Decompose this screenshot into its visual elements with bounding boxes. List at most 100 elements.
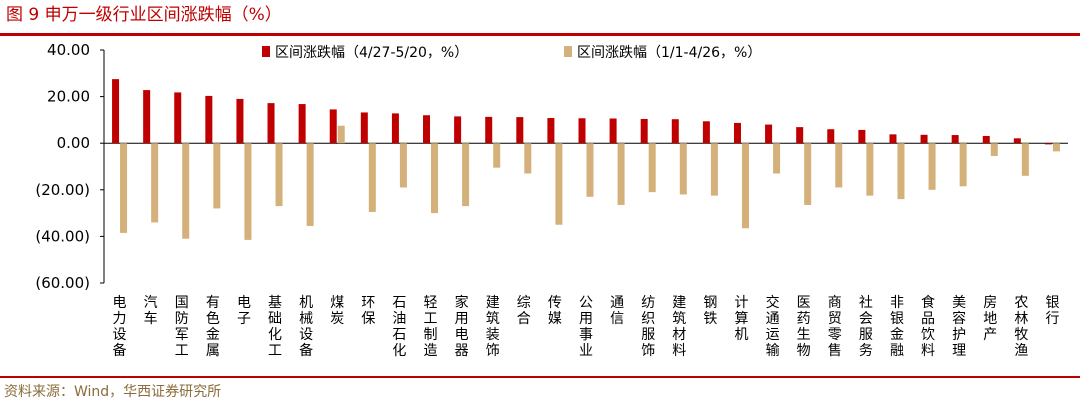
x-category-char: 运 [766, 327, 780, 343]
x-category-char: 合 [517, 311, 531, 327]
x-category-char: 算 [734, 311, 748, 327]
x-category-char: 牧 [1014, 327, 1028, 343]
bar-series2-环保 [368, 143, 376, 212]
x-category-char: 子 [237, 311, 251, 327]
x-category-text: 汽车 [144, 295, 158, 327]
x-category-char: 传 [548, 295, 562, 311]
x-category-text: 电力设备 [113, 295, 127, 359]
x-category-char: 石 [392, 295, 406, 311]
x-category-char: 铁 [703, 311, 717, 327]
y-axis: 40.00 20.00 0.00 (20.00) (40.00) (60.00) [35, 41, 1068, 292]
legend-swatch-series1 [262, 46, 270, 57]
bar-series2-钢铁 [710, 143, 718, 196]
x-category-text: 建筑材料 [672, 295, 686, 359]
x-category-text: 公用事业 [579, 295, 593, 359]
x-category-char: 计 [734, 295, 748, 311]
x-category-label: 传媒 [548, 295, 562, 327]
x-category-label: 国防军工 [175, 295, 189, 359]
x-category-char: 公 [579, 295, 593, 311]
x-category-char: 饰 [641, 343, 655, 359]
x-category-char: 电 [113, 295, 127, 311]
x-category-char: 力 [113, 311, 127, 327]
x-category-char: 金 [890, 327, 904, 343]
bar-series1-电子 [236, 98, 244, 144]
x-category-label: 汽车 [144, 295, 158, 327]
x-category-char: 织 [641, 311, 655, 327]
x-category-text: 煤炭 [330, 295, 344, 327]
x-category-label: 通信 [610, 295, 624, 327]
legend-label-series2: 区间涨跌幅（1/1-4/26，%） [577, 45, 761, 61]
source-note: 资料来源：Wind，华西证券研究所 [4, 384, 222, 400]
x-category-char: 地 [983, 311, 997, 327]
bar-series2-国防军工 [182, 143, 190, 239]
x-category-label: 电力设备 [113, 295, 127, 359]
x-category-text: 房地产 [983, 295, 997, 343]
x-category-char: 机 [734, 327, 748, 343]
bar-series2-轻工制造 [431, 143, 439, 214]
x-category-char: 电 [237, 295, 251, 311]
y-tick-label: 20.00 [47, 88, 90, 106]
x-category-char: 品 [921, 311, 935, 327]
x-category-char: 料 [672, 343, 686, 359]
bar-series2-石油石化 [399, 143, 407, 188]
x-category-char: 生 [797, 327, 811, 343]
x-category-char: 油 [392, 311, 406, 327]
x-category-text: 建筑装饰 [486, 295, 500, 359]
bar-series1-社会服务 [858, 129, 866, 144]
bar-series2-商贸零售 [835, 143, 843, 188]
x-category-text: 有色金属 [206, 295, 220, 359]
x-category-char: 国 [175, 295, 189, 311]
bar-series2-基础化工 [275, 143, 283, 207]
x-category-char: 容 [952, 310, 966, 327]
x-category-label: 纺织服饰 [641, 295, 655, 359]
x-category-text: 国防军工 [175, 295, 189, 359]
bar-series1-有色金属 [205, 95, 213, 144]
x-category-char: 筑 [672, 311, 686, 327]
x-category-char: 金 [206, 327, 220, 343]
x-category-char: 石 [392, 327, 406, 343]
bar-series2-非银金融 [897, 143, 905, 200]
x-category-char: 售 [828, 343, 842, 359]
bar-series1-商贸零售 [827, 129, 835, 144]
bar-series1-轻工制造 [423, 115, 431, 144]
bar-series1-煤炭 [329, 109, 337, 144]
x-category-char: 工 [424, 311, 438, 327]
legend-swatch-series2 [564, 46, 572, 57]
x-category-char: 造 [424, 343, 438, 359]
x-category-text: 基础化工 [268, 294, 282, 359]
y-tick-label: 0.00 [57, 134, 90, 152]
x-category-char: 交 [766, 294, 780, 311]
x-category-char: 物 [797, 343, 811, 359]
bar-series1-食品饮料 [920, 134, 928, 144]
x-category-char: 炭 [330, 311, 344, 327]
x-category-char: 电 [455, 327, 469, 343]
x-category-char: 综 [517, 295, 531, 311]
x-category-char: 农 [1014, 295, 1028, 311]
bar-series1-综合 [516, 117, 524, 144]
bar-series1-房地产 [982, 135, 990, 144]
x-category-char: 材 [672, 327, 686, 343]
bar-series2-医药生物 [804, 143, 812, 205]
x-category-char: 基 [268, 294, 282, 311]
x-category-text: 农林牧渔 [1014, 295, 1028, 359]
bar-series2-煤炭 [337, 125, 345, 144]
x-category-label: 房地产 [983, 295, 997, 343]
x-category-char: 煤 [330, 295, 344, 311]
x-category-text: 机械设备 [299, 295, 313, 359]
x-category-text: 计算机 [734, 295, 748, 343]
x-category-char: 食 [921, 294, 935, 311]
bar-series1-交通运输 [765, 124, 773, 144]
x-category-text: 银行 [1045, 295, 1059, 327]
x-category-char: 媒 [548, 311, 562, 327]
bar-series1-纺织服饰 [640, 118, 648, 144]
bar-series2-机械设备 [306, 143, 314, 226]
x-category-text: 美容护理 [952, 295, 966, 359]
bar-series2-汽车 [151, 143, 159, 223]
x-category-text: 纺织服饰 [641, 295, 655, 359]
x-category-char: 车 [144, 310, 158, 327]
bar-series1-医药生物 [796, 127, 804, 144]
x-category-char: 设 [299, 327, 313, 343]
x-category-char: 服 [641, 327, 655, 343]
x-category-char: 化 [392, 343, 406, 359]
x-category-text: 通信 [610, 295, 624, 327]
